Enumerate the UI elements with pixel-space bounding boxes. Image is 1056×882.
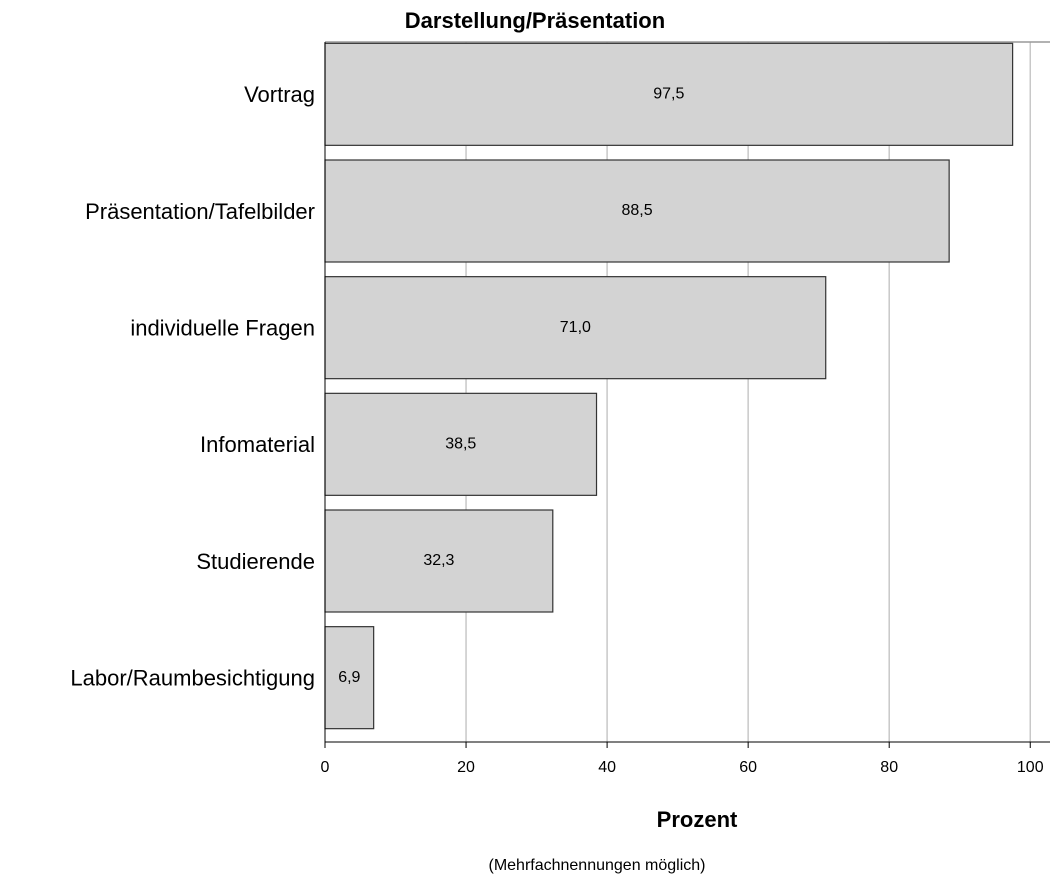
value-label: 32,3 xyxy=(423,552,454,569)
y-tick-label: Studierende xyxy=(196,549,315,574)
chart-title: Darstellung/Präsentation xyxy=(405,8,665,33)
bar xyxy=(324,159,950,263)
y-tick-label: Infomaterial xyxy=(200,432,315,457)
x-axis-label: Prozent xyxy=(657,807,738,832)
bar xyxy=(324,509,554,613)
x-tick-label: 20 xyxy=(457,759,475,776)
value-label: 88,5 xyxy=(622,202,653,219)
bar xyxy=(324,276,827,380)
bar xyxy=(324,392,598,496)
note: (Mehrfachnennungen möglich) xyxy=(488,857,705,874)
y-tick-label: Vortrag xyxy=(244,82,315,107)
x-tick-label: 80 xyxy=(880,759,898,776)
x-tick-label: 0 xyxy=(321,759,330,776)
x-tick-label: 60 xyxy=(739,759,757,776)
value-label: 97,5 xyxy=(653,86,684,103)
value-label: 6,9 xyxy=(338,669,360,686)
value-label: 71,0 xyxy=(560,319,591,336)
y-tick-label: Präsentation/Tafelbilder xyxy=(85,199,315,224)
bar xyxy=(324,42,1014,146)
value-label: 38,5 xyxy=(445,436,476,453)
x-tick-label: 100 xyxy=(1017,759,1044,776)
x-tick-label: 40 xyxy=(598,759,616,776)
y-tick-label: Labor/Raumbesichtigung xyxy=(70,665,315,690)
y-tick-label: individuelle Fragen xyxy=(130,315,315,340)
bar xyxy=(324,626,375,730)
